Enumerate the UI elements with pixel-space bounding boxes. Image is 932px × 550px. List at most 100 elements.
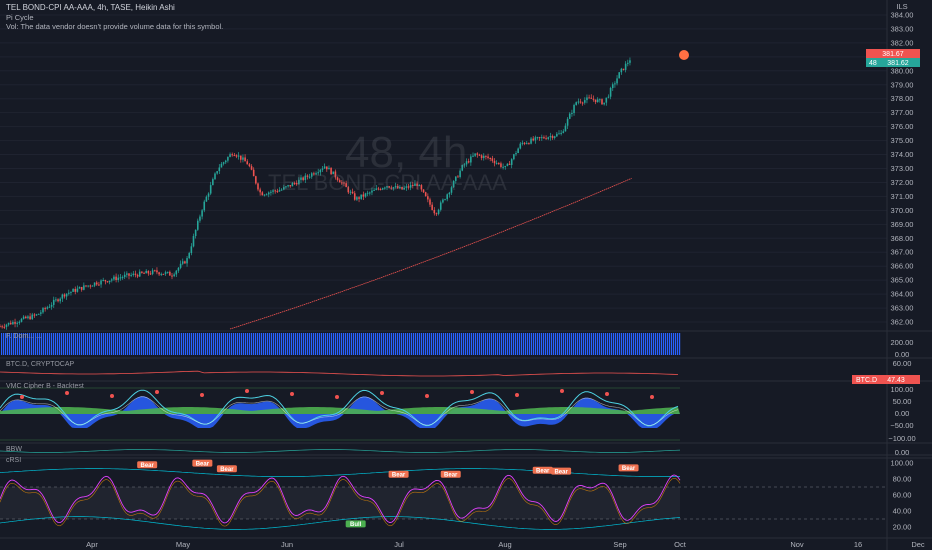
- dominance-bar: [581, 333, 583, 355]
- candle-body: [616, 78, 618, 84]
- dominance-bar: [549, 333, 551, 355]
- dominance-bar: [457, 333, 459, 355]
- candle-body: [218, 167, 221, 172]
- candle-body: [274, 190, 276, 192]
- crsi-signal-label: Bear: [554, 469, 568, 475]
- dominance-bar: [439, 333, 441, 355]
- dominance-bar: [301, 333, 303, 355]
- dominance-bar: [1, 333, 3, 355]
- dominance-bar: [71, 333, 73, 355]
- candle-body: [360, 194, 362, 199]
- dominance-bar: [179, 333, 181, 355]
- dominance-bar: [157, 333, 159, 355]
- crsi-pane-label[interactable]: cRSI: [6, 457, 22, 464]
- dominance-bar: [579, 333, 581, 355]
- dominance-bar: [399, 333, 401, 355]
- vmc-sell-dot: [110, 394, 114, 398]
- candle-body: [16, 322, 18, 324]
- candle-body: [536, 137, 539, 139]
- symbol-title[interactable]: TEL BOND-CPI AA-AAA, 4h, TASE, Heikin As…: [6, 3, 175, 12]
- dominance-bar: [171, 333, 173, 355]
- vmc-pane-label[interactable]: VMC Cipher B - Backtest: [6, 383, 84, 390]
- dominance-bar: [525, 333, 527, 355]
- vmc-sell-dot: [425, 394, 429, 398]
- candle-body: [171, 275, 173, 277]
- dominance-bar: [389, 333, 391, 355]
- dominance-bar: [161, 333, 163, 355]
- dominance-bar: [159, 333, 161, 355]
- candle-body: [549, 135, 552, 138]
- crsi-bear-signal: [532, 466, 553, 474]
- candle-body: [267, 192, 270, 195]
- candle-body: [356, 197, 358, 200]
- price-tick-label: 368.00: [891, 234, 914, 243]
- dominance-bar: [131, 333, 133, 355]
- candle-body: [220, 163, 223, 168]
- dominance-bar: [123, 333, 125, 355]
- candle-body: [113, 276, 115, 280]
- time-axis-label: May: [176, 540, 190, 549]
- candle-body: [568, 113, 571, 119]
- time-axis-label: Aug: [498, 540, 511, 549]
- dominance-bar: [135, 333, 137, 355]
- candle-body: [209, 185, 212, 194]
- candle-body: [194, 229, 197, 237]
- candle-body: [304, 175, 307, 180]
- candle-body: [308, 176, 311, 178]
- dominance-bar: [139, 333, 141, 355]
- candle-body: [409, 184, 412, 188]
- candle-body: [541, 137, 543, 139]
- candle-body: [330, 167, 332, 175]
- crsi-line: [0, 474, 681, 524]
- dominance-bar: [657, 333, 659, 355]
- candle-body: [31, 314, 34, 320]
- candle-body: [132, 273, 135, 275]
- dominance-bar: [513, 333, 515, 355]
- indicator-legend-volume[interactable]: Vol: The data vendor doesn't provide vol…: [6, 22, 224, 31]
- candle-body: [46, 307, 49, 309]
- second-price-tag-bg: [866, 58, 920, 67]
- dominance-bar: [137, 333, 139, 355]
- dominance-bar: [651, 333, 653, 355]
- price-tick-label: 369.00: [891, 220, 914, 229]
- dominance-bar: [665, 333, 667, 355]
- dominance-bar: [371, 333, 373, 355]
- candle-body: [141, 271, 143, 273]
- dominance-bar: [155, 333, 157, 355]
- dominance-bar: [555, 333, 557, 355]
- dominance-bar: [587, 333, 589, 355]
- candle-body: [429, 199, 431, 205]
- dominance-bar: [41, 333, 43, 355]
- candle-body: [70, 291, 72, 293]
- candle-body: [291, 183, 294, 187]
- dominance-bar: [253, 333, 255, 355]
- vmc-wave-line: [0, 389, 679, 427]
- dominance-bar: [495, 333, 497, 355]
- candle-body: [401, 186, 403, 190]
- vmc-sell-dot: [20, 395, 24, 399]
- candle-body: [270, 191, 272, 193]
- bbw-pane-label[interactable]: BBW: [6, 446, 22, 453]
- dominance-pane-label[interactable]: F. Dom... ...: [6, 333, 42, 340]
- btcd-tag-bg: [852, 375, 920, 384]
- dominance-bar: [235, 333, 237, 355]
- btcd-pane-label[interactable]: BTC.D, CRYPTOCAP: [6, 361, 75, 368]
- dominance-bar: [77, 333, 79, 355]
- candle-body: [265, 194, 268, 196]
- candle-body: [40, 312, 42, 314]
- crsi-bear-signal: [192, 459, 213, 467]
- dominance-bar: [545, 333, 547, 355]
- price-tick-label: 364.00: [891, 290, 914, 299]
- candle-body: [74, 289, 77, 292]
- dominance-bar: [153, 333, 155, 355]
- candle-body: [52, 299, 55, 305]
- crsi-signal-label: Bear: [392, 473, 406, 479]
- dominance-bar: [65, 333, 67, 355]
- vmc-sell-dot: [155, 390, 159, 394]
- indicator-legend-pi-cycle[interactable]: Pi Cycle: [6, 13, 34, 22]
- dominance-bar: [421, 333, 423, 355]
- dominance-bar: [519, 333, 521, 355]
- dominance-bar: [661, 333, 663, 355]
